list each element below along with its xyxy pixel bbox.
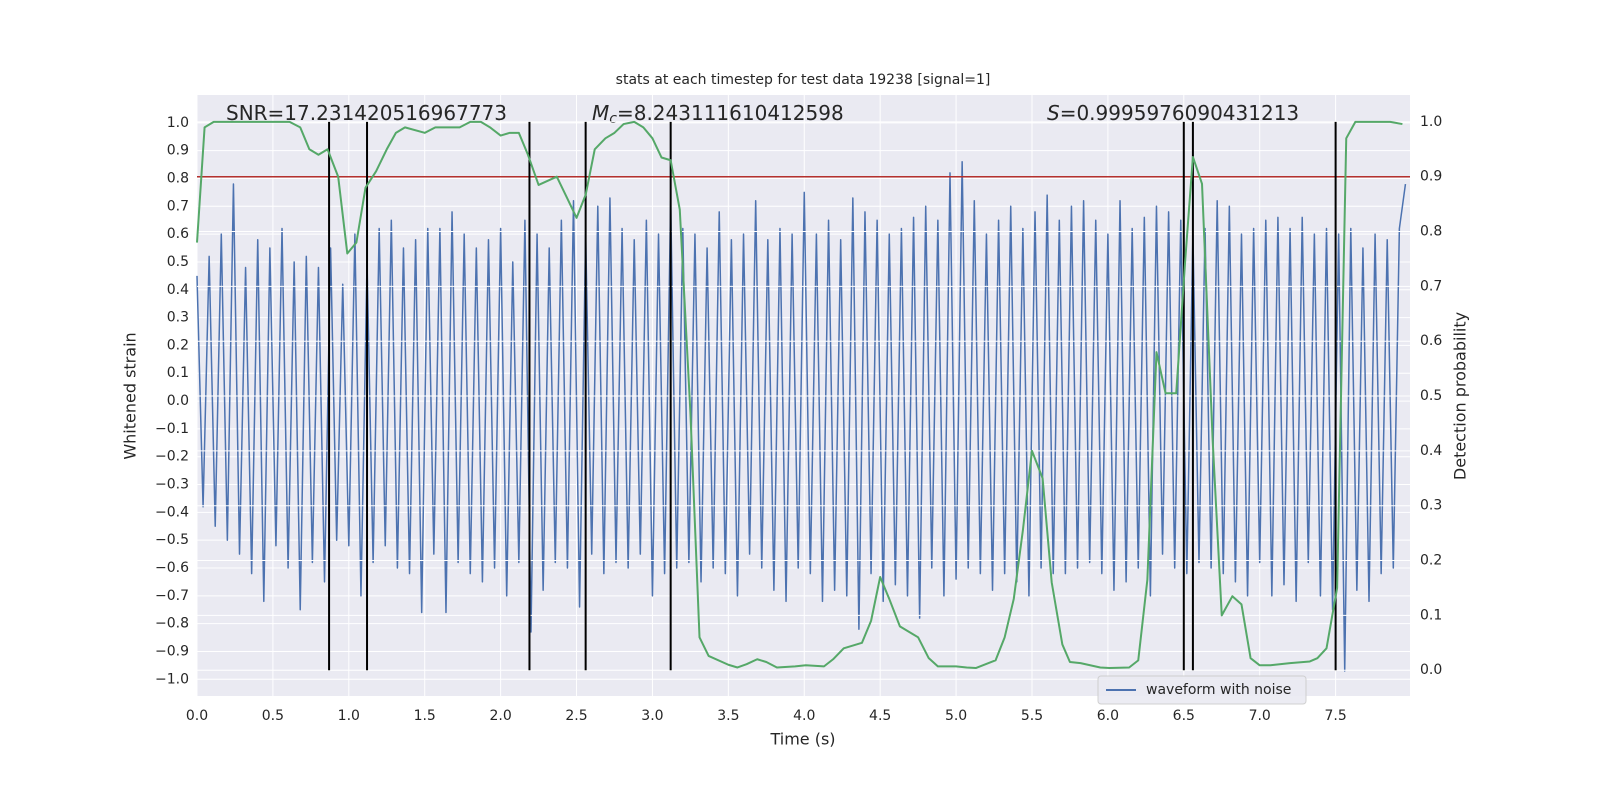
x-tick-label: 7.0 (1249, 708, 1271, 724)
x-tick-label: 5.0 (945, 708, 967, 724)
y-tick-label: 0.5 (167, 254, 189, 270)
x-tick-label: 4.5 (869, 708, 891, 724)
x-tick-label: 1.5 (414, 708, 436, 724)
y2-tick-label: 0.4 (1420, 443, 1442, 459)
y2-tick-label: 0.3 (1420, 498, 1442, 514)
x-tick-label: 2.0 (489, 708, 511, 724)
y-tick-label: 0.9 (167, 143, 189, 159)
y2-tick-label: 0.0 (1420, 662, 1442, 678)
y-tick-label: −0.5 (155, 532, 189, 548)
y-tick-label: 0.8 (167, 170, 189, 186)
annotation-text: =8.243111610412598 (617, 101, 844, 125)
y2-tick-label: 0.5 (1420, 388, 1442, 404)
y-tick-label: −0.4 (155, 504, 189, 520)
annotation-text: SNR=17.231420516967773 (226, 101, 507, 125)
y-tick-label: 1.0 (167, 115, 189, 131)
y2-tick-label: 0.8 (1420, 224, 1442, 240)
annotation-subscript: c (609, 111, 617, 127)
y-tick-label: 0.4 (167, 282, 189, 298)
y-tick-label: 0.0 (167, 393, 189, 409)
annotation: S=0.9995976090431213 (1047, 101, 1299, 125)
annotation: Mc=8.243111610412598 (592, 101, 844, 128)
x-tick-label: 1.0 (338, 708, 360, 724)
legend-label: waveform with noise (1146, 682, 1291, 698)
y-tick-label: 0.3 (167, 310, 189, 326)
y-tick-label: −0.7 (155, 588, 189, 604)
y2-tick-label: 0.2 (1420, 553, 1442, 569)
y-tick-label: −0.9 (155, 643, 189, 659)
y2-axis-label: Detection probability (1451, 312, 1470, 480)
y-tick-label: −1.0 (155, 671, 189, 687)
x-tick-label: 6.5 (1173, 708, 1195, 724)
y-tick-label: −0.1 (155, 421, 189, 437)
y2-tick-label: 0.1 (1420, 607, 1442, 623)
x-tick-label: 3.0 (641, 708, 663, 724)
x-tick-label: 2.5 (565, 708, 587, 724)
y-tick-label: 0.1 (167, 365, 189, 381)
x-tick-label: 4.0 (793, 708, 815, 724)
y2-tick-label: 0.6 (1420, 333, 1442, 349)
annotation-symbol: S (1047, 101, 1060, 125)
y-tick-label: −0.6 (155, 560, 189, 576)
y2-tick-label: 1.0 (1420, 114, 1442, 130)
y2-tick-label: 0.7 (1420, 278, 1442, 294)
x-axis-label: Time (s) (769, 730, 835, 749)
chart-title: stats at each timestep for test data 192… (616, 72, 991, 88)
y2-tick-label: 0.9 (1420, 169, 1442, 185)
x-tick-label: 0.5 (262, 708, 284, 724)
x-tick-label: 6.0 (1097, 708, 1119, 724)
line (196, 161, 1407, 672)
y-tick-label: 0.6 (167, 226, 189, 242)
y-axis-label: Whitened strain (121, 332, 140, 459)
annotation-symbol: M (592, 101, 609, 125)
x-tick-label: 3.5 (717, 708, 739, 724)
x-tick-label: 0.0 (186, 708, 208, 724)
y-tick-label: −0.3 (155, 477, 189, 493)
x-tick-label: 7.5 (1324, 708, 1346, 724)
annotation: SNR=17.231420516967773 (226, 101, 507, 125)
line (196, 120, 1403, 670)
annotation-text: =0.9995976090431213 (1060, 101, 1299, 125)
x-tick-label: 5.5 (1021, 708, 1043, 724)
y-tick-label: 0.2 (167, 337, 189, 353)
y-tick-label: −0.2 (155, 449, 189, 465)
y-tick-label: −0.8 (155, 616, 189, 632)
y-tick-label: 0.7 (167, 198, 189, 214)
legend-box (1097, 675, 1307, 705)
